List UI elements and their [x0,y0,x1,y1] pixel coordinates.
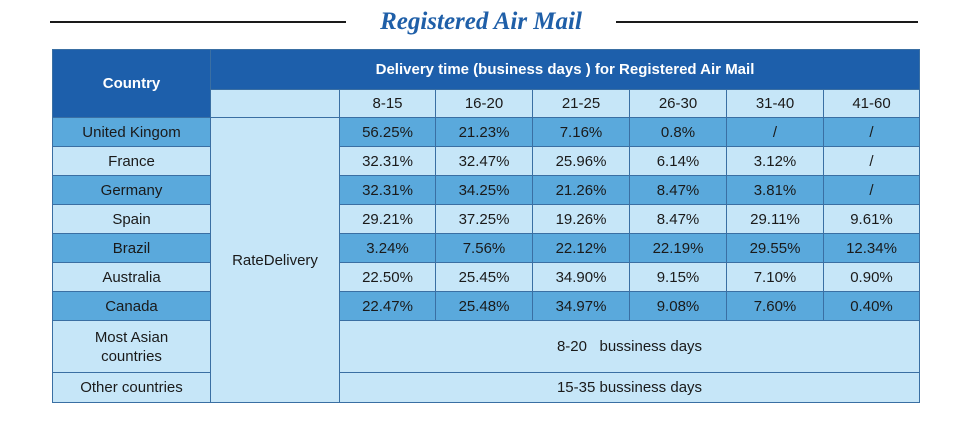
header-blank-cell [210,89,340,118]
country-cell: United Kingom [52,117,211,147]
summary-cell: 15-35 bussiness days [339,372,920,403]
rate-cell: 8.47% [629,175,727,205]
rate-cell: 22.19% [629,233,727,263]
header-row-1: Country Delivery time (business days ) f… [52,49,920,118]
summary-row: Other countries 15-35 bussiness days [52,372,920,403]
table-row: Brazil 3.24% 7.56% 22.12% 22.19% 29.55% 12.34% [52,233,920,263]
table-row: United Kingom RateDelivery 56.25% 21.23% 7.1… [52,117,920,403]
rate-cell: / [823,175,920,205]
country-header: Country [52,49,211,118]
rate-cell: 25.45% [435,262,533,292]
rate-cell: 9.15% [629,262,727,292]
rate-cell: 3.12% [726,146,824,176]
range-header: 21-25 [532,89,630,118]
summary-row: Most Asian countries 8-20 bussiness days [52,320,920,373]
country-cell: Germany [52,175,211,205]
rate-cell: 29.55% [726,233,824,263]
country-cell: France [52,146,211,176]
header-row-2: 8-15 16-20 21-25 26-30 31-40 41-60 [53,89,920,118]
rate-cell: 22.12% [532,233,630,263]
delivery-header: Delivery time (business days ) for Regis… [210,49,920,90]
rate-cell: 25.48% [435,291,533,321]
table-row: France 32.31% 32.47% 25.96% 6.14% 3.12% / [52,146,920,176]
rate-cell: 12.34% [823,233,920,263]
country-cell: Australia [52,262,211,292]
rate-cell: 37.25% [435,204,533,234]
rate-cell: 6.14% [629,146,727,176]
page-title: Registered Air Mail [380,8,582,35]
delivery-rate-table: Country Delivery time (business days ) f… [52,49,920,403]
method-cell: RateDelivery [210,117,340,403]
table-body: Country Delivery time (business days ) f… [52,49,920,403]
country-cell: Canada [52,291,211,321]
rate-cell: 7.56% [435,233,533,263]
rate-cell: 3.24% [339,233,436,263]
rate-cell: / [823,117,920,147]
rate-cell: 21.23% [435,117,533,147]
rate-cell: 7.10% [726,262,824,292]
rate-cell: 21.26% [532,175,630,205]
country-cell: Brazil [52,233,211,263]
rate-cell: 56.25% [339,117,436,147]
rate-cell: 22.50% [339,262,436,292]
rate-cell: 32.47% [435,146,533,176]
rate-cell: 8.47% [629,204,727,234]
table-row: Canada 22.47% 25.48% 34.97% 9.08% 7.60% 0.40% [52,291,920,321]
rate-cell: 7.60% [726,291,824,321]
rate-cell: 34.97% [532,291,630,321]
rate-cell: 0.90% [823,262,920,292]
summary-cell: 8-20 bussiness days [339,320,920,373]
rate-cell: 9.08% [629,291,727,321]
title-rule-left [50,21,346,23]
range-header: 26-30 [629,89,727,118]
rate-cell: 29.11% [726,204,824,234]
rate-cell: 32.31% [339,146,436,176]
range-header: 8-15 [339,89,436,118]
table-row: Australia 22.50% 25.45% 34.90% 9.15% 7.10% 0.9… [52,262,920,292]
rate-cell: 29.21% [339,204,436,234]
table-row: Spain 29.21% 37.25% 19.26% 8.47% 29.11% 9.61% [52,204,920,234]
rate-cell: 34.90% [532,262,630,292]
rate-cell: 3.81% [726,175,824,205]
country-cell: Most Asian countries [52,320,211,373]
rate-cell: 19.26% [532,204,630,234]
rate-cell: 0.40% [823,291,920,321]
range-header: 16-20 [435,89,533,118]
rate-cell: / [823,146,920,176]
rate-cell: 32.31% [339,175,436,205]
table-row: Germany 32.31% 34.25% 21.26% 8.47% 3.81% / [52,175,920,205]
country-cell: Other countries [52,372,211,403]
rate-cell: 0.8% [629,117,727,147]
country-cell: Spain [52,204,211,234]
rate-cell: 34.25% [435,175,533,205]
rate-cell: / [726,117,824,147]
rate-cell: 25.96% [532,146,630,176]
rate-cell: 22.47% [339,291,436,321]
title-rule-right [616,21,918,23]
rate-cell: 9.61% [823,204,920,234]
rate-cell: 7.16% [532,117,630,147]
range-header: 31-40 [726,89,824,118]
range-header: 41-60 [823,89,920,118]
title-row: Registered Air Mail [0,0,960,44]
